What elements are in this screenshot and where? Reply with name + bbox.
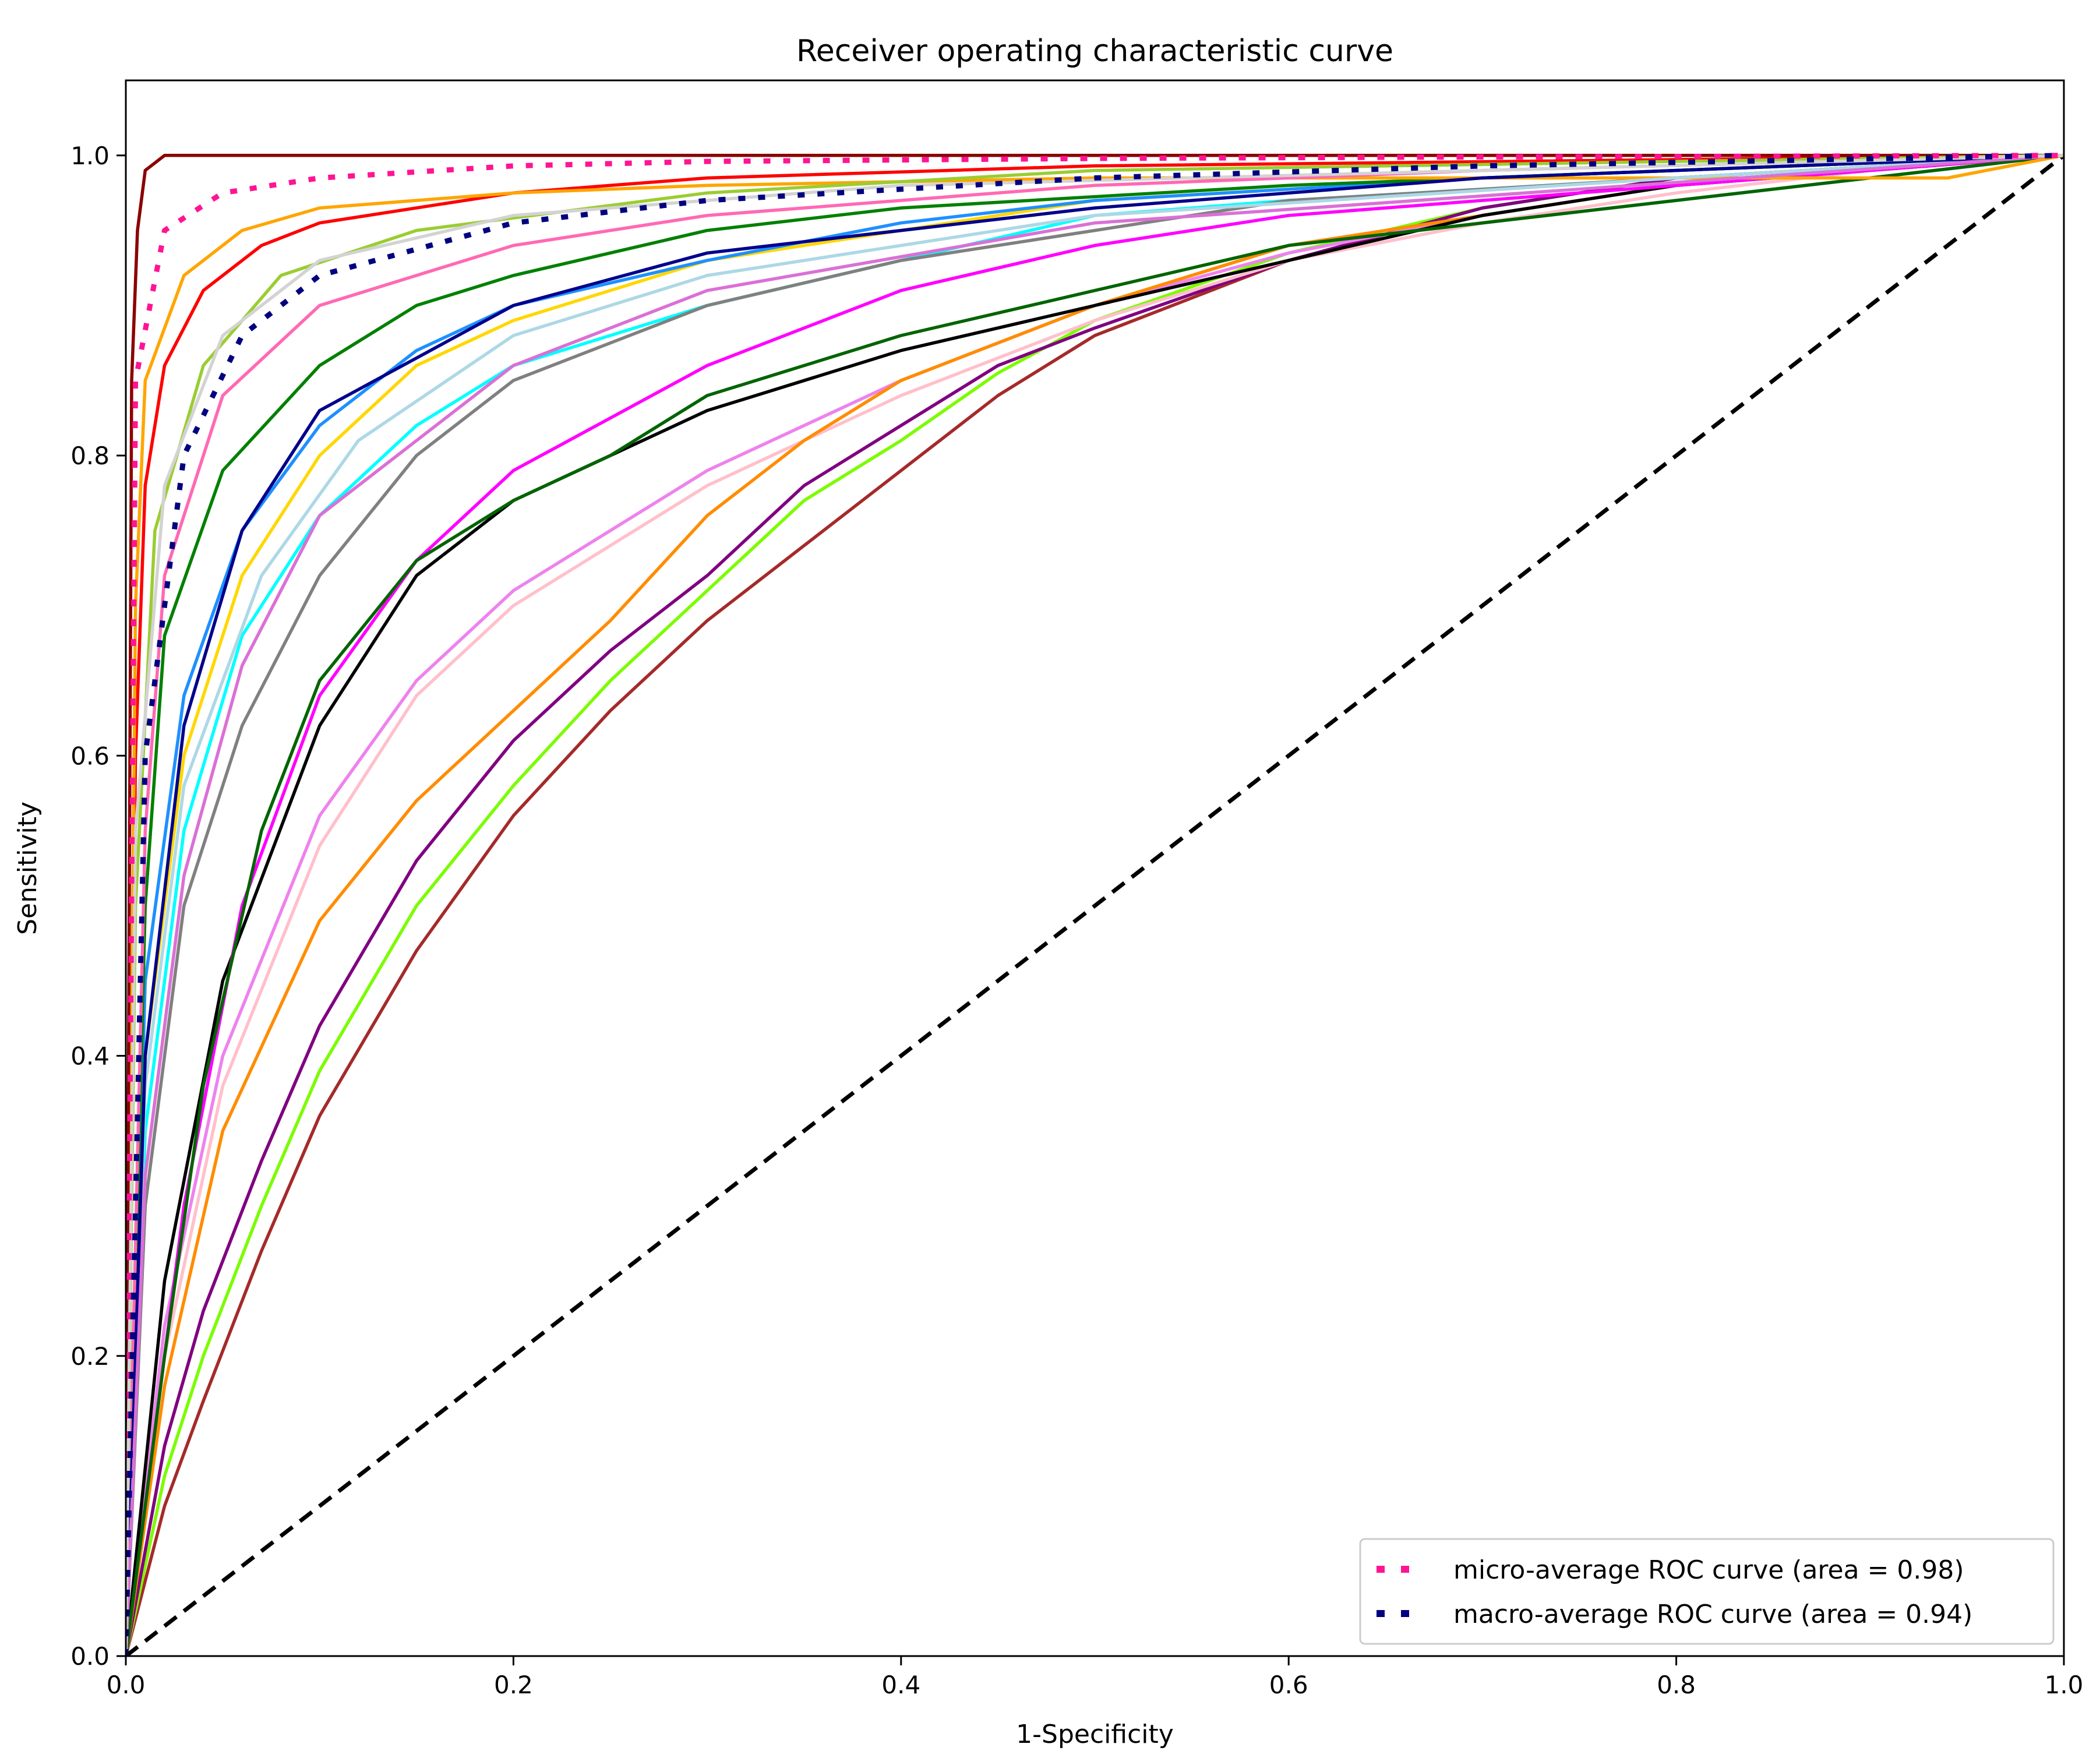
- roc-series-line: [126, 154, 2064, 1656]
- y-axis-label: Sensitivity: [13, 802, 43, 935]
- chart-title: Receiver operating characteristic curve: [796, 34, 1393, 69]
- roc-series-line: [126, 154, 2064, 1656]
- x-tick-label: 0.6: [1269, 1671, 1308, 1699]
- axis-ticks: 0.0 0.2 0.4 0.6 0.8 1.0 0.0 0.2 0.4 0.6 0.8 1.0: [70, 142, 2083, 1699]
- x-tick-label: 0.4: [881, 1671, 920, 1699]
- roc-curves: [126, 153, 2064, 1656]
- roc-series-line: [126, 154, 2064, 1656]
- x-tick-label: 0.2: [494, 1671, 533, 1699]
- roc-series-line: [126, 154, 2064, 1656]
- plot-frame: [125, 79, 2065, 1657]
- legend: micro-average ROC curve (area = 0.98) mac…: [1359, 1538, 2055, 1645]
- roc-series-line: [126, 154, 2064, 1656]
- plot-area: [125, 79, 2065, 1657]
- roc-series-line: [126, 154, 2064, 1656]
- roc-series-line: [126, 154, 2064, 1656]
- y-tick-label: 0.0: [70, 1642, 110, 1671]
- chance-reference-line: [126, 154, 2064, 1656]
- x-axis-label: 1-Specificity: [1016, 1720, 1174, 1749]
- roc-series-line: [126, 154, 2064, 1656]
- y-tick-label: 0.8: [70, 442, 110, 470]
- roc-series-line: [126, 154, 2064, 1656]
- roc-series-line: [126, 154, 2064, 1656]
- roc-series-line: [126, 154, 2064, 1656]
- y-tick-label: 0.4: [70, 1042, 110, 1071]
- x-tick-label: 0.8: [1657, 1671, 1696, 1699]
- x-tick-label: 0.0: [107, 1671, 146, 1699]
- roc-series-line: [126, 154, 2064, 1656]
- roc-series-line: [126, 153, 2064, 1656]
- roc-series-line: [126, 154, 2064, 1656]
- y-tick-label: 0.6: [70, 742, 110, 770]
- legend-box: [1359, 1538, 2055, 1645]
- legend-entry-label: macro-average ROC curve (area = 0.94): [1453, 1600, 1972, 1629]
- roc-series-line: [126, 154, 2064, 1656]
- legend-entry-label: micro-average ROC curve (area = 0.98): [1453, 1555, 1964, 1585]
- x-tick-label: 1.0: [2045, 1671, 2084, 1699]
- y-tick-label: 0.2: [70, 1342, 110, 1371]
- roc-series-line: [126, 154, 2064, 1656]
- y-tick-label: 1.0: [70, 142, 110, 170]
- roc-series-line: [126, 154, 2064, 1656]
- roc-series-line: [126, 153, 2064, 1656]
